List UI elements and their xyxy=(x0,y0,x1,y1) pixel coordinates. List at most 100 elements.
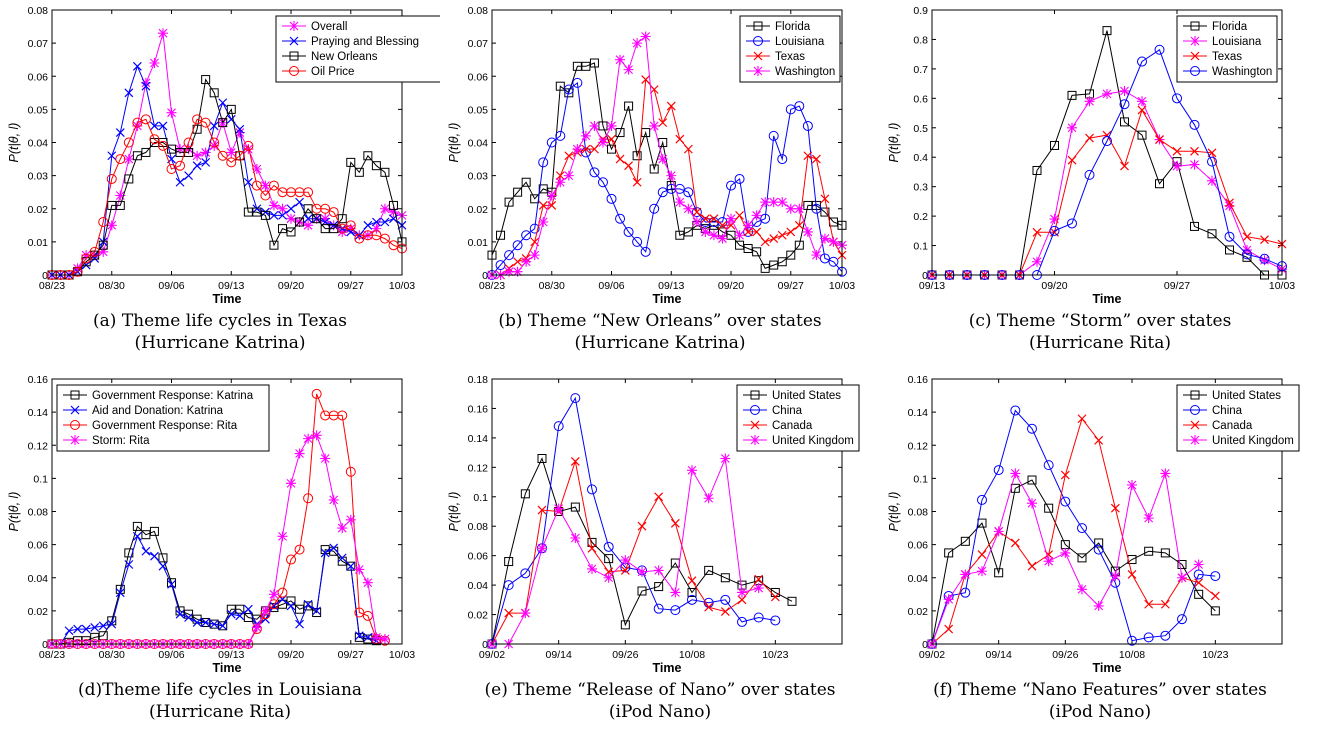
caption-line: (Hurricane Katrina) xyxy=(134,333,306,353)
data-point xyxy=(529,250,540,261)
data-point xyxy=(1224,200,1235,211)
figure-caption: (d)Theme life cycles in Louisiana (Hurric… xyxy=(0,679,440,723)
series-4 xyxy=(47,430,390,649)
data-point xyxy=(993,465,1004,476)
data-point xyxy=(572,61,582,71)
data-point xyxy=(1094,538,1104,548)
data-point xyxy=(1259,255,1270,266)
data-point xyxy=(286,213,297,224)
data-point xyxy=(513,187,523,197)
caption-line: (Hurricane Rita) xyxy=(1028,333,1171,353)
legend-label: Louisiana xyxy=(775,36,825,48)
data-point xyxy=(115,128,125,137)
data-point xyxy=(537,454,547,463)
series-4 xyxy=(927,468,1204,649)
legend: Overall Praying and Blessing New Orleans Oi… xyxy=(275,15,440,83)
data-point xyxy=(371,217,381,227)
y-tick-label: 0.03 xyxy=(468,171,489,183)
data-point xyxy=(670,518,680,528)
data-point xyxy=(570,393,581,404)
data-point xyxy=(770,592,780,602)
data-point xyxy=(1060,547,1071,558)
data-point xyxy=(363,632,373,642)
series-line xyxy=(491,81,843,276)
data-point xyxy=(1043,460,1054,471)
data-point xyxy=(209,619,219,629)
data-point xyxy=(1143,632,1154,643)
x-tick-label: 10/03 xyxy=(389,280,415,292)
x-tick-label: 09/06 xyxy=(598,280,624,292)
data-point xyxy=(354,631,364,641)
data-point xyxy=(620,620,630,630)
data-point xyxy=(354,564,365,575)
data-point xyxy=(311,430,322,441)
x-axis-label: Time xyxy=(653,661,682,674)
data-point xyxy=(564,88,574,98)
data-point xyxy=(1137,130,1147,140)
caption-line: (a) Theme life cycles in Texas xyxy=(93,311,347,331)
data-point xyxy=(115,154,126,165)
data-point xyxy=(504,557,514,567)
data-point xyxy=(175,609,185,619)
data-point xyxy=(603,541,614,552)
data-point xyxy=(1010,538,1020,548)
data-point xyxy=(770,615,781,626)
data-point xyxy=(166,107,177,118)
data-point xyxy=(132,531,142,541)
data-point xyxy=(587,543,597,553)
data-point xyxy=(720,573,730,583)
data-point xyxy=(243,613,253,622)
legend-marker xyxy=(753,36,763,46)
data-point xyxy=(670,587,681,598)
data-point xyxy=(371,632,382,643)
figure-caption: (c) Theme “Storm” over states (Hurricane … xyxy=(880,310,1319,354)
data-point xyxy=(803,200,813,210)
data-point xyxy=(106,220,117,231)
data-point xyxy=(734,230,745,241)
y-tick-label: 0.08 xyxy=(468,521,489,533)
data-point xyxy=(546,137,557,148)
data-point xyxy=(1190,146,1199,156)
data-point xyxy=(260,207,270,217)
y-tick-label: 0.5 xyxy=(913,123,928,135)
data-point xyxy=(687,587,697,597)
data-point xyxy=(209,619,219,629)
data-point xyxy=(320,224,330,234)
data-point xyxy=(175,144,186,155)
data-point xyxy=(580,130,591,141)
data-point xyxy=(115,200,125,210)
data-point xyxy=(98,217,109,227)
x-tick-label: 09/02 xyxy=(919,649,945,661)
y-tick-label: 0.1 xyxy=(913,241,928,253)
x-tick-label: 10/03 xyxy=(1269,280,1295,292)
data-point xyxy=(269,240,279,250)
data-point xyxy=(371,161,381,171)
data-point xyxy=(653,565,664,576)
data-point xyxy=(209,88,219,98)
data-point xyxy=(260,190,271,201)
data-point xyxy=(1193,569,1204,580)
data-point xyxy=(1119,99,1130,110)
data-point xyxy=(563,84,574,95)
legend-marker xyxy=(70,435,80,445)
data-point xyxy=(311,388,322,399)
data-point xyxy=(504,266,515,277)
data-point xyxy=(653,603,664,614)
y-tick-label: 0.3 xyxy=(913,182,928,194)
data-point xyxy=(251,180,262,191)
legend-marker xyxy=(289,51,299,61)
data-point xyxy=(354,167,364,177)
data-point xyxy=(657,187,668,198)
data-point xyxy=(1032,227,1042,237)
data-point xyxy=(1067,155,1077,165)
data-point xyxy=(286,554,297,565)
data-point xyxy=(1210,571,1221,582)
y-tick-label: 0.12 xyxy=(908,440,929,452)
data-point xyxy=(607,134,616,144)
data-point xyxy=(512,240,523,251)
legend: Florida Louisiana Texas Washington xyxy=(1176,15,1278,83)
x-tick-label: 09/13 xyxy=(218,280,244,292)
series-line xyxy=(932,90,1283,276)
data-point xyxy=(760,237,770,247)
legend-marker xyxy=(70,390,80,400)
